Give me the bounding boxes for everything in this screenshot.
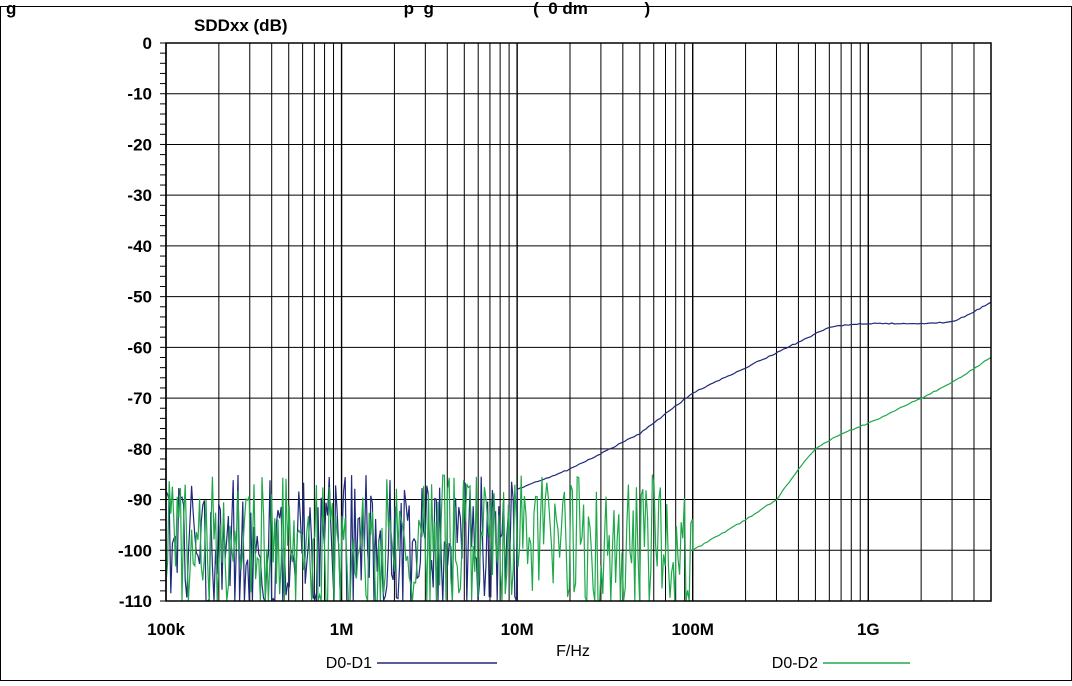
x-tick-label: 100M: [671, 620, 714, 639]
y-axis-label: SDDxx (dB): [194, 16, 288, 35]
series-layer: [166, 301, 991, 601]
y-tick-label: -10: [127, 85, 152, 104]
y-tick-label: -90: [127, 491, 152, 510]
y-tick-label: -50: [127, 288, 152, 307]
x-tick-label: 10M: [501, 620, 534, 639]
axes: 0 -10 -20 -30 -40 -50 -60 -70 -80 -90 -100 -110 100k…: [118, 34, 992, 639]
legend: D0-D1 D0-D2: [326, 655, 910, 672]
x-axis-label: F/Hz: [556, 643, 590, 660]
y-tick-label: -110: [119, 592, 152, 611]
plot-frame: [165, 42, 992, 602]
x-tick-label: 100k: [147, 620, 185, 639]
y-tick-label: -100: [118, 541, 152, 560]
legend-label: D0-D2: [772, 655, 818, 672]
y-tick-label: 0: [143, 34, 152, 53]
y-tick-label: -30: [127, 186, 152, 205]
y-tick-label: -20: [127, 135, 152, 154]
figure-border: [0, 6, 1072, 681]
legend-label: D0-D1: [326, 655, 372, 672]
y-tick-label: -60: [127, 338, 152, 357]
y-tick-label: -40: [127, 237, 152, 256]
series-line-d0-d2: [166, 356, 991, 601]
x-tick-label: 1M: [330, 620, 354, 639]
x-tick-label: 1G: [857, 620, 880, 639]
y-tick-label: -80: [127, 440, 152, 459]
figure-caption-fragment: g p g ( 0 dm ): [6, 0, 650, 18]
y-tick-label: -70: [127, 389, 152, 408]
